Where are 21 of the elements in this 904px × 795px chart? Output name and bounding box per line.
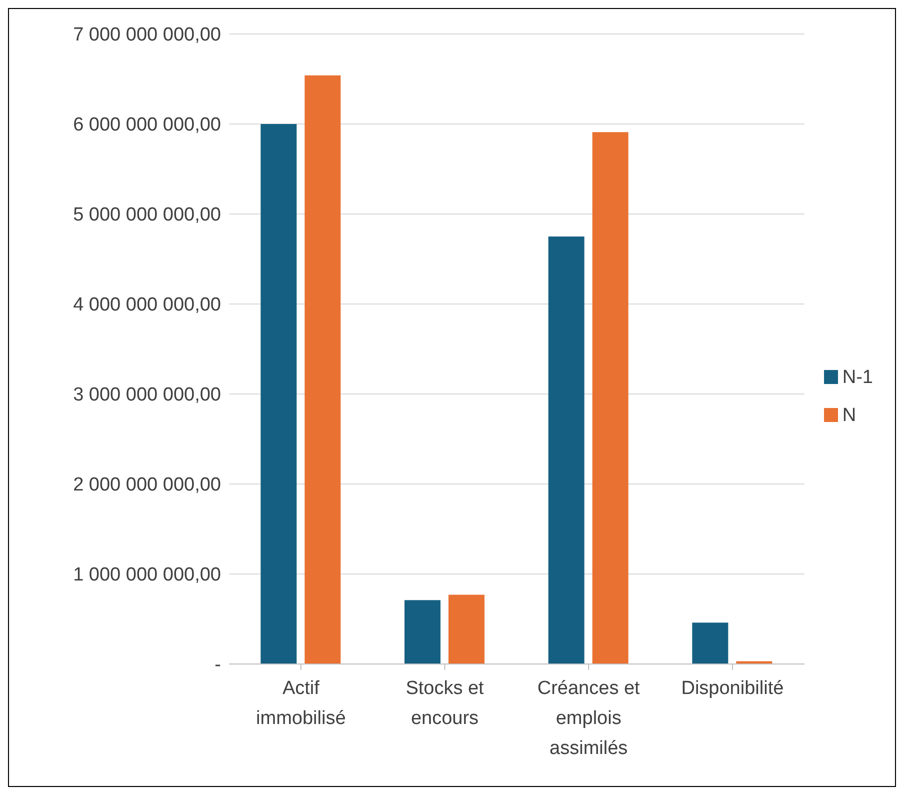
legend-label: N-1 — [842, 366, 873, 388]
bar — [260, 124, 297, 664]
bar — [448, 594, 484, 664]
x-tick-label: Créances et emplois assimilés — [537, 678, 641, 759]
bar — [304, 75, 341, 664]
x-tick-label: Actif immobilisé — [256, 678, 346, 729]
y-tick-label: 1 000 000 000,00 — [73, 564, 221, 586]
y-tick-label: - — [214, 654, 221, 676]
bar — [692, 622, 728, 664]
y-tick-label: 3 000 000 000,00 — [73, 384, 221, 406]
legend-label: N — [842, 404, 856, 426]
y-tick-label: 7 000 000 000,00 — [73, 24, 221, 46]
y-tick-label: 4 000 000 000,00 — [73, 294, 221, 316]
x-tick-label: Disponibilité — [681, 678, 784, 699]
x-tick-label: Stocks et encours — [406, 678, 485, 729]
bar — [592, 132, 628, 664]
y-tick-label: 5 000 000 000,00 — [73, 204, 221, 226]
bar — [548, 236, 584, 664]
y-tick-label: 2 000 000 000,00 — [73, 474, 221, 496]
bar — [404, 600, 440, 664]
y-tick-label: 6 000 000 000,00 — [73, 114, 221, 136]
